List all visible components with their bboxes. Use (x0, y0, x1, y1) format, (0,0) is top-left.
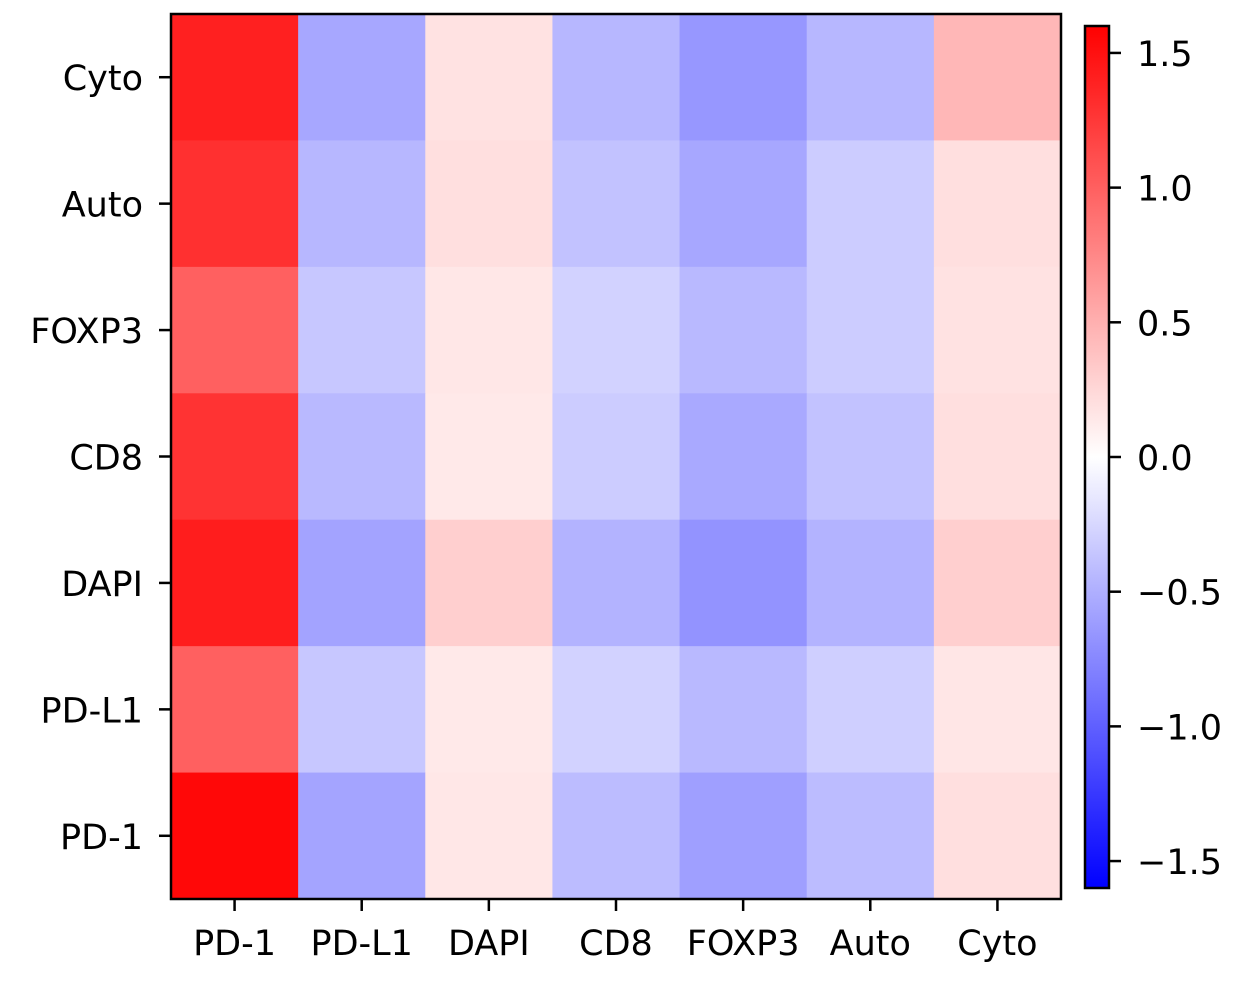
heatmap-cell (552, 266, 681, 394)
heatmap-cell (806, 519, 935, 647)
colorbar-tick-label: 1.5 (1137, 35, 1193, 75)
y-tick-label: Cyto (63, 59, 143, 99)
heatmap-cell (171, 393, 299, 521)
x-tick-label: Cyto (957, 924, 1037, 964)
x-tick-label: DAPI (448, 924, 530, 964)
heatmap-cell (171, 646, 299, 774)
colorbar: 1.5 1.0 0.5 0.0 −0.5 −1.0 −1.5 (1083, 24, 1222, 890)
heatmap-cell (806, 14, 935, 141)
heatmap-cells (171, 14, 1062, 900)
x-tick-label: PD-1 (193, 924, 276, 964)
heatmap-cell (298, 519, 426, 647)
heatmap-cell (679, 646, 808, 774)
heatmap-cell (298, 14, 426, 141)
heatmap-cell (552, 519, 681, 647)
heatmap-cell (298, 140, 426, 268)
heatmap-cell (552, 646, 681, 774)
colorbar-tick-label: −1.5 (1137, 843, 1222, 883)
y-axis: Cyto Auto FOXP3 CD8 DAPI PD-L1 PD-1 (30, 59, 171, 858)
heatmap-cell (806, 393, 935, 521)
heatmap-cell (933, 393, 1062, 521)
heatmap-cell (679, 393, 808, 521)
y-tick-label: FOXP3 (30, 312, 143, 352)
x-tick-label: CD8 (579, 924, 653, 964)
heatmap-cell (298, 393, 426, 521)
y-tick-label: CD8 (69, 439, 143, 479)
heatmap-cell (171, 519, 299, 647)
heatmap-cell (806, 266, 935, 394)
heatmap-cell (679, 14, 808, 141)
heatmap-cell (552, 772, 681, 900)
colorbar-tick-label: 0.0 (1137, 439, 1193, 479)
colorbar-tick-label: 1.0 (1137, 170, 1193, 210)
heatmap-cell (425, 14, 553, 141)
heatmap-cell (298, 772, 426, 900)
heatmap-cell (425, 519, 553, 647)
colorbar-scale (1083, 24, 1111, 890)
x-tick-label: Auto (830, 924, 911, 964)
heatmap-cell (171, 266, 299, 394)
heatmap-cell (552, 140, 681, 268)
heatmap-cell (171, 772, 299, 900)
heatmap-cell (933, 140, 1062, 268)
heatmap-cell (171, 14, 299, 141)
heatmap-cell (298, 266, 426, 394)
y-tick-label: Auto (62, 186, 143, 226)
heatmap-cell (679, 266, 808, 394)
heatmap-cell (806, 772, 935, 900)
y-tick-label: PD-1 (60, 818, 143, 858)
x-tick-label: PD-L1 (310, 924, 412, 964)
x-tick-label: FOXP3 (687, 924, 800, 964)
colorbar-tick-label: 0.5 (1137, 304, 1193, 344)
heatmap-cell (552, 393, 681, 521)
heatmap-cell (806, 646, 935, 774)
heatmap-cell (425, 646, 553, 774)
heatmap-cell (679, 519, 808, 647)
heatmap-cell (171, 140, 299, 268)
colorbar-tick-label: −1.0 (1137, 708, 1222, 748)
y-tick-label: PD-L1 (41, 691, 143, 731)
heatmap-cell (806, 140, 935, 268)
heatmap-cell (298, 646, 426, 774)
heatmap-cell (679, 772, 808, 900)
x-axis: PD-1 PD-L1 DAPI CD8 FOXP3 Auto Cyto (193, 899, 1038, 964)
heatmap-cell (933, 772, 1062, 900)
heatmap-cell (933, 646, 1062, 774)
heatmap-cell (425, 393, 553, 521)
heatmap-cell (933, 266, 1062, 394)
heatmap-cell (425, 266, 553, 394)
colorbar-tick-label: −0.5 (1137, 574, 1222, 614)
heatmap-cell (679, 140, 808, 268)
heatmap-cell (425, 772, 553, 900)
heatmap-cell (933, 519, 1062, 647)
y-tick-label: DAPI (61, 565, 143, 605)
heatmap-cell (552, 14, 681, 141)
heatmap-cell (933, 14, 1062, 141)
heatmap-cell (425, 140, 553, 268)
